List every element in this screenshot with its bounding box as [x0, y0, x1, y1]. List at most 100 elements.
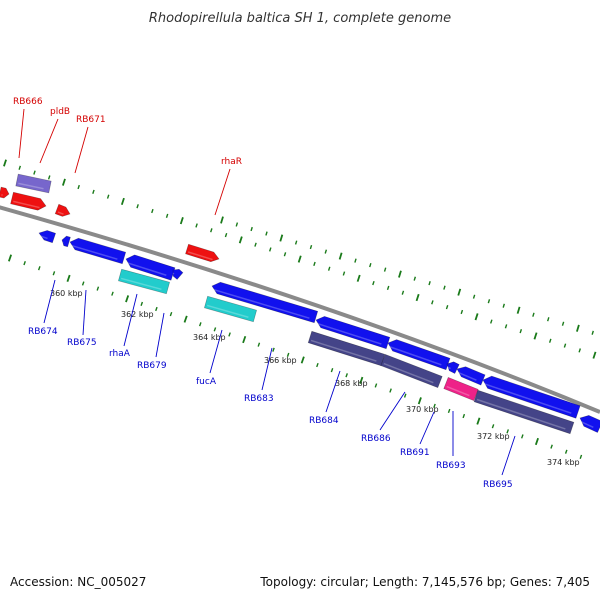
- tick-mark-bottom: [111, 291, 114, 296]
- tick-row-top: [3, 159, 597, 359]
- gene-label[interactable]: RB666: [13, 97, 43, 107]
- tick-mark-bottom: [286, 352, 290, 357]
- label-leader-line: [123, 293, 138, 347]
- tick-mark-top: [3, 159, 7, 167]
- gene-highlight: [457, 371, 477, 381]
- gene-red-gene[interactable]: [10, 191, 47, 211]
- gene-label[interactable]: RB679: [137, 361, 167, 371]
- gene-navy-gene[interactable]: [473, 389, 575, 435]
- tick-mark-top: [297, 255, 302, 263]
- tick-mark-middle: [220, 216, 224, 224]
- gene-highlight: [39, 235, 48, 240]
- gene-label[interactable]: RB684: [309, 416, 339, 426]
- label-leader-line: [419, 411, 435, 445]
- tick-mark-top: [195, 223, 198, 228]
- tick-mark-top: [548, 338, 552, 343]
- tick-mark-bottom: [169, 311, 173, 317]
- tick-mark-middle: [487, 299, 491, 304]
- tick-mark-middle: [576, 324, 580, 332]
- scale-label: 374 kbp: [547, 458, 580, 467]
- gene-cyan-gene[interactable]: [204, 295, 257, 323]
- tick-mark-top: [120, 197, 125, 206]
- gene-blue-gene[interactable]: [38, 230, 56, 244]
- scale-label: 370 kbp: [406, 405, 439, 414]
- gene-label[interactable]: rhaR: [221, 157, 242, 167]
- tick-mark-middle: [398, 270, 402, 278]
- tick-mark-bottom: [462, 413, 466, 419]
- scale-label: 364 kbp: [193, 333, 226, 342]
- gene-highlight: [383, 362, 434, 384]
- genome-summary-text: Topology: circular; Length: 7,145,576 bp…: [259, 575, 590, 589]
- tick-mark-top: [77, 184, 80, 190]
- tick-mark-bottom: [520, 434, 524, 439]
- gene-purple-gene[interactable]: [15, 173, 52, 194]
- gene-label[interactable]: RB686: [361, 434, 391, 444]
- tick-mark-bottom: [198, 322, 202, 327]
- gene-label[interactable]: pldB: [50, 107, 70, 117]
- tick-mark-bottom: [300, 356, 305, 364]
- gene-blue-gene[interactable]: [69, 237, 127, 265]
- gene-label[interactable]: RB683: [244, 394, 274, 404]
- tick-mark-middle: [279, 234, 284, 242]
- tick-row-middle: [220, 216, 594, 335]
- tick-mark-middle: [265, 231, 268, 236]
- tick-mark-bottom: [534, 437, 539, 446]
- label-leader-line: [379, 391, 406, 431]
- tick-mark-bottom: [81, 281, 85, 286]
- gene-pink-gene[interactable]: [443, 377, 479, 401]
- tick-mark-middle: [532, 312, 535, 317]
- tick-mark-middle: [413, 276, 417, 281]
- label-leader-line: [214, 168, 231, 216]
- tick-mark-top: [151, 208, 154, 214]
- tick-mark-middle: [546, 317, 550, 322]
- tick-mark-middle: [324, 249, 328, 254]
- label-leader-line: [501, 435, 516, 476]
- gene-highlight: [388, 345, 442, 366]
- gene-label[interactable]: RB675: [67, 338, 97, 348]
- tick-mark-top: [490, 319, 493, 324]
- gene-red-gene[interactable]: [0, 186, 10, 199]
- gene-red-gene[interactable]: [54, 203, 71, 217]
- label-leader-line: [209, 329, 223, 374]
- gene-label[interactable]: RB691: [400, 448, 430, 458]
- tick-mark-bottom: [96, 286, 100, 291]
- tick-mark-middle: [383, 267, 387, 272]
- gene-blue-gene[interactable]: [61, 235, 71, 248]
- gene-label[interactable]: RB671: [76, 115, 106, 125]
- gene-label[interactable]: RB693: [436, 461, 466, 471]
- tick-mark-bottom: [345, 373, 348, 378]
- tick-mark-bottom: [330, 368, 334, 373]
- gene-blue-gene[interactable]: [482, 375, 581, 419]
- tick-mark-top: [415, 293, 420, 302]
- gene-blue-gene[interactable]: [579, 415, 600, 433]
- gene-navy-gene[interactable]: [307, 330, 386, 367]
- scale-label: 360 kbp: [50, 289, 83, 298]
- gene-red-gene[interactable]: [185, 243, 220, 263]
- tick-mark-top: [210, 228, 213, 233]
- tick-mark-top: [313, 261, 316, 267]
- gene-label[interactable]: fucA: [196, 377, 217, 387]
- tick-mark-middle: [561, 321, 565, 326]
- label-leader-line: [82, 289, 87, 336]
- tick-mark-middle: [502, 303, 506, 308]
- label-leader-line: [155, 312, 165, 358]
- tick-mark-bottom: [66, 274, 71, 282]
- gene-navy-gene[interactable]: [380, 354, 443, 388]
- gene-label[interactable]: RB674: [28, 327, 58, 337]
- gene-label[interactable]: RB695: [483, 480, 513, 490]
- gene-blue-gene[interactable]: [125, 254, 176, 281]
- tick-mark-top: [254, 242, 257, 247]
- tick-mark-bottom: [155, 306, 158, 312]
- tick-mark-top: [18, 165, 22, 170]
- gene-highlight: [212, 288, 310, 319]
- gene-cyan-gene[interactable]: [118, 268, 170, 295]
- gene-blue-gene[interactable]: [211, 281, 319, 324]
- map-title: Rhodopirellula baltica SH 1, complete ge…: [149, 11, 451, 26]
- gene-label[interactable]: rhaA: [109, 349, 131, 359]
- tick-mark-middle: [369, 262, 372, 268]
- tick-mark-top: [268, 247, 272, 252]
- tick-mark-middle: [294, 240, 298, 245]
- gene-blue-gene[interactable]: [172, 268, 184, 280]
- tick-mark-top: [401, 290, 405, 295]
- gene-highlight: [126, 261, 167, 276]
